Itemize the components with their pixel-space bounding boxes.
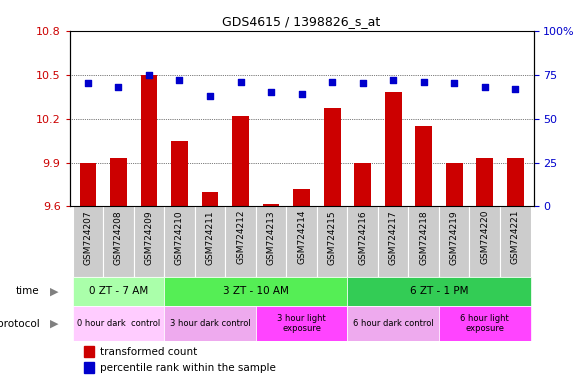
Point (175, 77, 184, 83)
Bar (195, 207, 225, 277)
Bar (317, 207, 347, 277)
Bar (84, 346, 94, 357)
Title: GDS4615 / 1398826_s_at: GDS4615 / 1398826_s_at (223, 15, 380, 28)
Bar (225, 207, 256, 277)
Text: GSM724211: GSM724211 (205, 210, 215, 265)
Bar (347, 306, 439, 341)
Bar (469, 207, 500, 277)
Text: GSM724220: GSM724220 (480, 210, 490, 265)
Bar (446, 162, 463, 207)
Bar (232, 116, 249, 207)
Bar (256, 306, 347, 341)
Bar (385, 92, 401, 207)
Bar (347, 277, 531, 306)
Bar (103, 207, 134, 277)
Bar (140, 74, 157, 207)
Bar (263, 204, 280, 207)
Text: GSM724214: GSM724214 (297, 210, 306, 265)
Bar (476, 158, 493, 207)
Bar (287, 207, 317, 277)
Bar (507, 158, 524, 207)
Point (114, 84, 123, 90)
Bar (171, 141, 188, 207)
Text: 6 ZT - 1 PM: 6 ZT - 1 PM (409, 286, 468, 296)
Text: ▶: ▶ (49, 319, 58, 329)
Bar (378, 207, 408, 277)
Text: protocol: protocol (0, 319, 39, 329)
Bar (164, 277, 347, 306)
Bar (256, 207, 287, 277)
Point (266, 89, 276, 95)
Point (480, 84, 490, 90)
Bar (164, 207, 195, 277)
Bar (72, 306, 164, 341)
Bar (500, 207, 531, 277)
Bar (293, 189, 310, 207)
Text: GSM724221: GSM724221 (511, 210, 520, 265)
Text: GSM724218: GSM724218 (419, 210, 428, 265)
Point (205, 93, 215, 99)
Point (84, 80, 93, 86)
Point (389, 77, 398, 83)
Point (144, 71, 154, 78)
Point (419, 79, 429, 85)
Text: time: time (16, 286, 39, 296)
Bar (202, 192, 219, 207)
Point (328, 79, 337, 85)
Point (358, 80, 367, 86)
Text: GSM724215: GSM724215 (328, 210, 336, 265)
Text: GSM724212: GSM724212 (236, 210, 245, 265)
Bar (164, 306, 256, 341)
Text: GSM724217: GSM724217 (389, 210, 398, 265)
Point (510, 86, 520, 92)
Text: 3 hour dark control: 3 hour dark control (169, 319, 251, 328)
Bar (84, 362, 94, 373)
Bar (72, 277, 164, 306)
Point (236, 79, 245, 85)
Bar (134, 207, 164, 277)
Bar (408, 207, 439, 277)
Text: GSM724219: GSM724219 (450, 210, 459, 265)
Text: 0 hour dark  control: 0 hour dark control (77, 319, 160, 328)
Text: transformed count: transformed count (100, 347, 197, 357)
Text: GSM724216: GSM724216 (358, 210, 367, 265)
Text: 6 hour dark control: 6 hour dark control (353, 319, 434, 328)
Text: 3 hour light
exposure: 3 hour light exposure (277, 314, 326, 333)
Text: GSM724207: GSM724207 (84, 210, 92, 265)
Text: GSM724209: GSM724209 (144, 210, 154, 265)
Text: ▶: ▶ (49, 286, 58, 296)
Bar (354, 162, 371, 207)
Point (450, 80, 459, 86)
Bar (415, 126, 432, 207)
Text: 6 hour light
exposure: 6 hour light exposure (461, 314, 509, 333)
Bar (79, 162, 96, 207)
Bar (110, 158, 127, 207)
Text: percentile rank within the sample: percentile rank within the sample (100, 362, 276, 372)
Text: 0 ZT - 7 AM: 0 ZT - 7 AM (89, 286, 148, 296)
Bar (439, 306, 531, 341)
Text: GSM724210: GSM724210 (175, 210, 184, 265)
Bar (439, 207, 469, 277)
Text: 3 ZT - 10 AM: 3 ZT - 10 AM (223, 286, 289, 296)
Bar (72, 207, 103, 277)
Bar (347, 207, 378, 277)
Text: GSM724208: GSM724208 (114, 210, 123, 265)
Bar (324, 108, 340, 207)
Text: GSM724213: GSM724213 (267, 210, 276, 265)
Point (297, 91, 306, 97)
